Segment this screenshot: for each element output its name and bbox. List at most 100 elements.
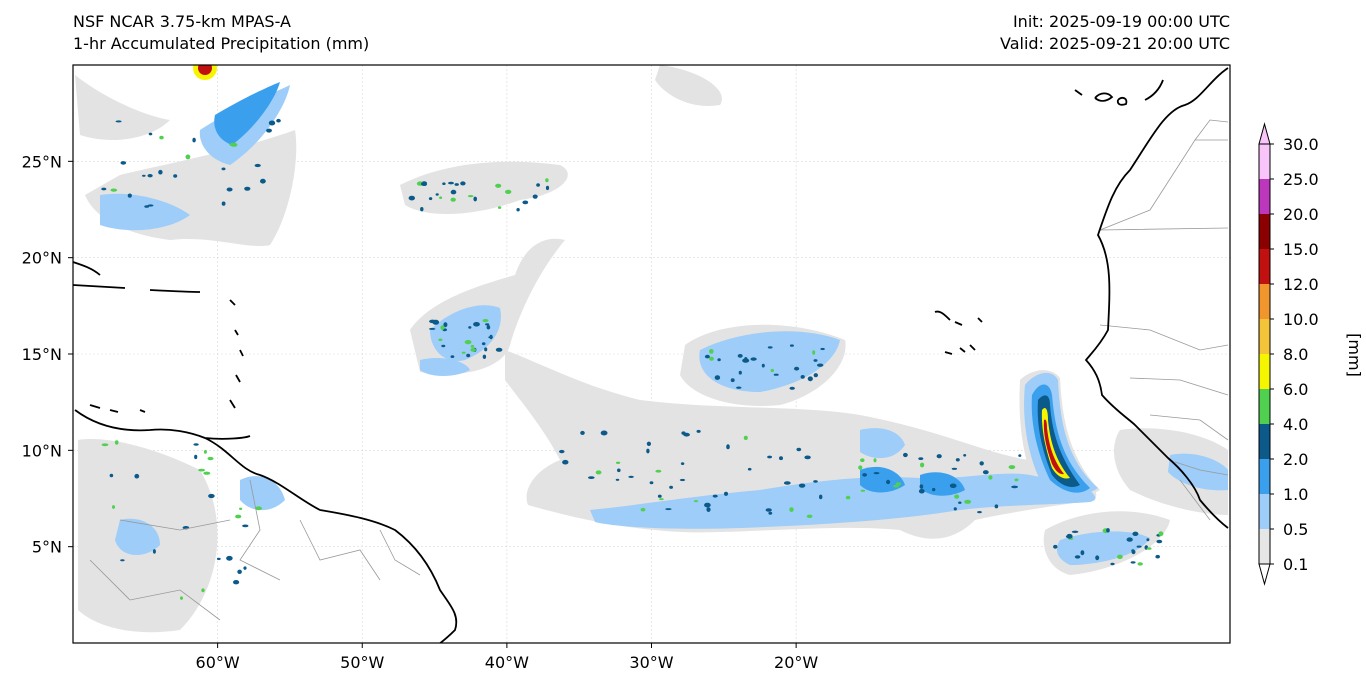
precip-cell [977, 510, 982, 514]
precip-cell [484, 347, 488, 352]
precip-cell [770, 368, 774, 373]
precip-cell [207, 456, 214, 461]
precip-cell [681, 431, 686, 435]
precip-cell [1117, 554, 1123, 559]
precip-cell [448, 181, 454, 185]
precip-cell [1158, 531, 1164, 536]
precip-cell [860, 458, 865, 463]
precip-cell [495, 183, 502, 188]
precip-cell [1126, 537, 1133, 542]
precip-cell [473, 322, 480, 327]
precip-cell [615, 478, 620, 481]
precip-cell [208, 493, 215, 499]
precip-cell [936, 454, 942, 459]
title-left: NSF NCAR 3.75-km MPAS-A 1-hr Accumulated… [73, 11, 369, 55]
colorbar-bin [1259, 389, 1270, 424]
precip-cell [237, 569, 242, 574]
precip-cell [243, 566, 247, 570]
precip-cell [193, 443, 199, 446]
precip-cell [101, 443, 109, 447]
precip-cell [767, 455, 772, 459]
precip-cell [709, 356, 714, 361]
colorbar-tick-label: 1.0 [1283, 485, 1308, 504]
precip-cell [485, 323, 490, 326]
precip-cell [127, 193, 132, 198]
precip-cell [747, 467, 752, 471]
precip-cell [1071, 530, 1079, 533]
precip-cell [768, 511, 773, 515]
precip-cell [221, 201, 226, 206]
coastlines [73, 67, 1229, 643]
colorbar-bin [1259, 354, 1270, 389]
precip-cell [180, 596, 183, 600]
precip-cell [203, 450, 207, 454]
colorbar-tick-label: 4.0 [1283, 415, 1308, 434]
lat-tick-label: 20°N [22, 249, 62, 268]
precip-cell [958, 501, 962, 504]
precip-cell [134, 473, 140, 479]
precip-cell [226, 187, 233, 192]
precip-cell [115, 120, 122, 123]
precip-cell [696, 429, 701, 433]
precip-cell [101, 187, 107, 191]
valid-time: Valid: 2025-09-21 20:00 UTC [999, 34, 1230, 53]
lon-tick-label: 40°W [485, 653, 529, 672]
precip-cell [813, 480, 818, 483]
precip-cell [750, 357, 757, 361]
precip-cell [737, 354, 743, 358]
country-borders [89, 119, 1229, 621]
precip-cell [201, 588, 205, 593]
precip-cell [649, 481, 654, 485]
precip-cell [516, 208, 520, 212]
precip-cell [440, 325, 445, 330]
precip-cell [522, 200, 529, 205]
colorbar-bin [1259, 284, 1270, 319]
lon-tick-label: 30°W [629, 653, 673, 672]
precip-cell [845, 495, 851, 500]
colorbar-extend-max [1258, 122, 1271, 145]
precip-cell [600, 430, 608, 436]
precip-cell [704, 502, 711, 508]
colorbar-tick-label: 30.0 [1283, 135, 1319, 154]
precip-cell [420, 207, 424, 212]
precip-cell [665, 508, 672, 511]
precip-cell [659, 498, 664, 501]
precip-cell [765, 508, 772, 512]
precip-cell [441, 344, 446, 348]
precip-cell [1132, 531, 1139, 536]
precip-cell [142, 174, 146, 177]
precip-cell [717, 358, 721, 362]
precip-cell [442, 182, 446, 185]
precip-cell [646, 441, 652, 446]
precip-cell [532, 194, 538, 199]
precip-cell [680, 462, 685, 465]
precip-cell [798, 483, 806, 488]
precip-cell [495, 347, 503, 352]
precip-cell [435, 193, 439, 196]
colorbar-tick-label: 6.0 [1283, 380, 1308, 399]
precip-cell [964, 499, 972, 504]
precip-cell [724, 491, 728, 496]
precip-cell [953, 507, 957, 511]
precip-cell [112, 505, 115, 509]
precip-cell [994, 504, 999, 509]
colorbar-bin [1259, 494, 1270, 529]
precip-cell [1136, 545, 1142, 548]
colorbar-tick-label: 10.0 [1283, 310, 1319, 329]
precip-cell [152, 549, 156, 554]
colorbar-tick-label: 20.0 [1283, 205, 1319, 224]
precip-cell [450, 197, 456, 202]
precip-cell [767, 346, 773, 349]
precip-cell [120, 559, 125, 562]
precip-cell [726, 444, 730, 450]
precip-cell [461, 351, 466, 354]
precip-cell [481, 342, 486, 346]
precip-cell [738, 370, 742, 375]
precip-cell [640, 507, 646, 512]
precip-cell [244, 186, 251, 191]
colorbar-tick-label: 0.5 [1283, 520, 1308, 539]
precip-cell [454, 183, 459, 186]
precip-cell [216, 557, 221, 561]
lat-tick-label: 15°N [22, 345, 62, 364]
